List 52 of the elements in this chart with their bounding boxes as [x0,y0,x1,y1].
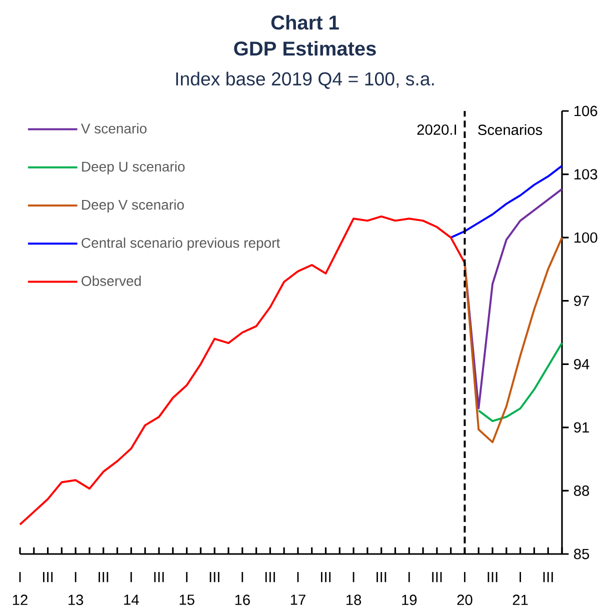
legend-label: V scenario [81,123,147,134]
legend-label: Deep V scenario [82,200,184,213]
x-tick-label: I [352,572,354,582]
x-tick-label: III [488,572,498,582]
chart-subtitle: GDP Estimates [234,41,376,56]
x-tick-label: III [376,572,386,582]
x-tick-label: I [297,572,299,582]
y-tick-label: 88 [574,486,590,496]
x-tick-label: I [19,572,21,582]
x2-tick-label: 16 [235,594,250,606]
y-tick-label: 106 [574,106,598,116]
line-series [478,342,563,422]
y-tick-label: 97 [574,296,589,306]
line-series [464,236,563,444]
ref-line-label: 2020.I [417,124,456,136]
x-tick-label: I [74,572,76,582]
x-tick-label: I [186,572,188,582]
chart-title: Chart 1 [271,15,339,30]
x-tick-label: I [464,572,466,582]
x2-tick-label: 19 [402,594,417,606]
y-tick-label: 100 [574,232,598,244]
x-tick-label: I [242,572,244,582]
y-tick-label: 91 [574,422,589,433]
x-tick-label: III [265,572,275,582]
legend-label: Central scenario previous report [82,238,280,251]
x-tick-label: I [408,572,410,582]
x-tick-label: III [154,572,164,582]
x-tick-label: I [520,572,521,582]
x2-tick-label: 15 [180,594,194,606]
y-tick-label: 85 [574,549,590,560]
x2-tick-label: 17 [290,594,306,606]
x-tick-label: III [210,572,220,582]
line-series [19,216,466,526]
line-series [450,165,563,239]
x-tick-label: I [130,572,132,582]
x2-tick-label: 20 [457,594,472,606]
x-tick-label: III [432,572,442,582]
x-tick-label: III [43,572,53,582]
y-tick-label: 103 [574,169,598,180]
x-tick-label: III [543,572,553,582]
y-axis-title: Index base 2019 Q4 = 100, s.a. [176,72,434,90]
y-tick-label: 94 [574,359,590,370]
x2-tick-label: 14 [124,594,139,606]
annotation: Scenarios [478,124,542,136]
x2-tick-label: 13 [68,594,84,606]
x2-tick-label: 12 [12,594,28,606]
legend-label: Deep U scenario [82,162,185,175]
x2-tick-label: 21 [512,594,528,606]
x2-tick-label: 18 [346,594,362,606]
legend-label: Observed [82,276,141,286]
x-tick-label: III [320,572,331,582]
x-tick-label: III [98,572,108,582]
